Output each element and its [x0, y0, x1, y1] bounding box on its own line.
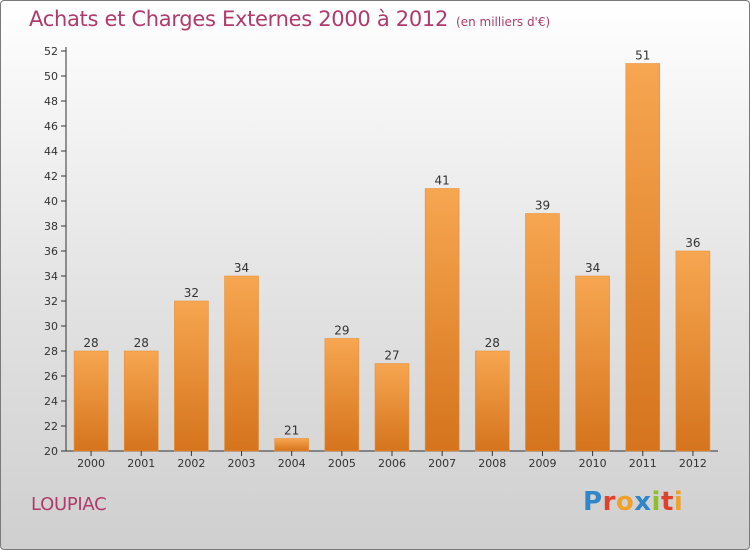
data-label: 51 — [635, 49, 650, 63]
commune-name: LOUPIAC — [31, 494, 107, 515]
x-tick-label: 2005 — [328, 457, 356, 470]
data-label: 28 — [485, 336, 500, 350]
bar — [475, 350, 510, 452]
bar — [224, 275, 259, 452]
y-tick-label: 46 — [44, 120, 58, 133]
y-tick-label: 22 — [44, 420, 58, 433]
y-tick-label: 36 — [44, 245, 58, 258]
chart-title: Achats et Charges Externes 2000 à 2012 (e… — [29, 7, 550, 31]
y-tick-label: 50 — [44, 70, 58, 83]
chart-title-text: Achats et Charges Externes 2000 à 2012 — [29, 7, 449, 31]
y-tick-label: 44 — [44, 145, 58, 158]
data-label: 28 — [134, 336, 149, 350]
data-label: 28 — [83, 336, 98, 350]
x-tick-label: 2010 — [579, 457, 607, 470]
data-label: 41 — [435, 174, 450, 188]
bar — [174, 300, 209, 452]
bar — [73, 350, 109, 452]
y-tick-label: 48 — [44, 95, 58, 108]
chart-unit: (en milliers d'€) — [456, 15, 551, 29]
bar — [274, 438, 309, 452]
y-tick-label: 24 — [44, 395, 58, 408]
bar — [424, 188, 460, 452]
y-tick-label: 42 — [44, 170, 58, 183]
x-tick-label: 2001 — [127, 457, 155, 470]
y-tick-label: 40 — [44, 195, 58, 208]
bar — [123, 350, 159, 452]
y-tick-label: 30 — [44, 320, 58, 333]
x-tick-label: 2012 — [679, 457, 707, 470]
bar — [575, 275, 610, 452]
y-tick-label: 28 — [44, 345, 58, 358]
data-label: 34 — [585, 261, 600, 275]
bar — [675, 250, 711, 452]
y-tick-label: 26 — [44, 370, 58, 383]
y-tick-label: 34 — [44, 270, 58, 283]
y-tick-label: 20 — [44, 445, 58, 458]
x-tick-label: 2011 — [629, 457, 657, 470]
data-label: 21 — [284, 424, 299, 438]
proxiti-logo: Proxiti — [583, 487, 684, 517]
x-tick-label: 2009 — [528, 457, 556, 470]
data-label: 36 — [685, 236, 700, 250]
data-label: 32 — [184, 286, 199, 300]
bar — [525, 213, 560, 452]
x-tick-label: 2007 — [428, 457, 456, 470]
x-tick-label: 2004 — [278, 457, 306, 470]
x-tick-label: 2002 — [177, 457, 205, 470]
bar — [625, 63, 661, 452]
bar — [374, 363, 410, 452]
x-tick-label: 2003 — [228, 457, 256, 470]
data-label: 34 — [234, 261, 249, 275]
y-tick-label: 32 — [44, 295, 58, 308]
bar — [324, 338, 360, 452]
x-tick-label: 2008 — [478, 457, 506, 470]
data-label: 27 — [384, 349, 399, 363]
x-tick-label: 2000 — [77, 457, 105, 470]
y-tick-label: 38 — [44, 220, 58, 233]
x-tick-label: 2006 — [378, 457, 406, 470]
data-label: 39 — [535, 199, 550, 213]
data-label: 29 — [334, 324, 349, 338]
y-tick-label: 52 — [44, 45, 58, 58]
